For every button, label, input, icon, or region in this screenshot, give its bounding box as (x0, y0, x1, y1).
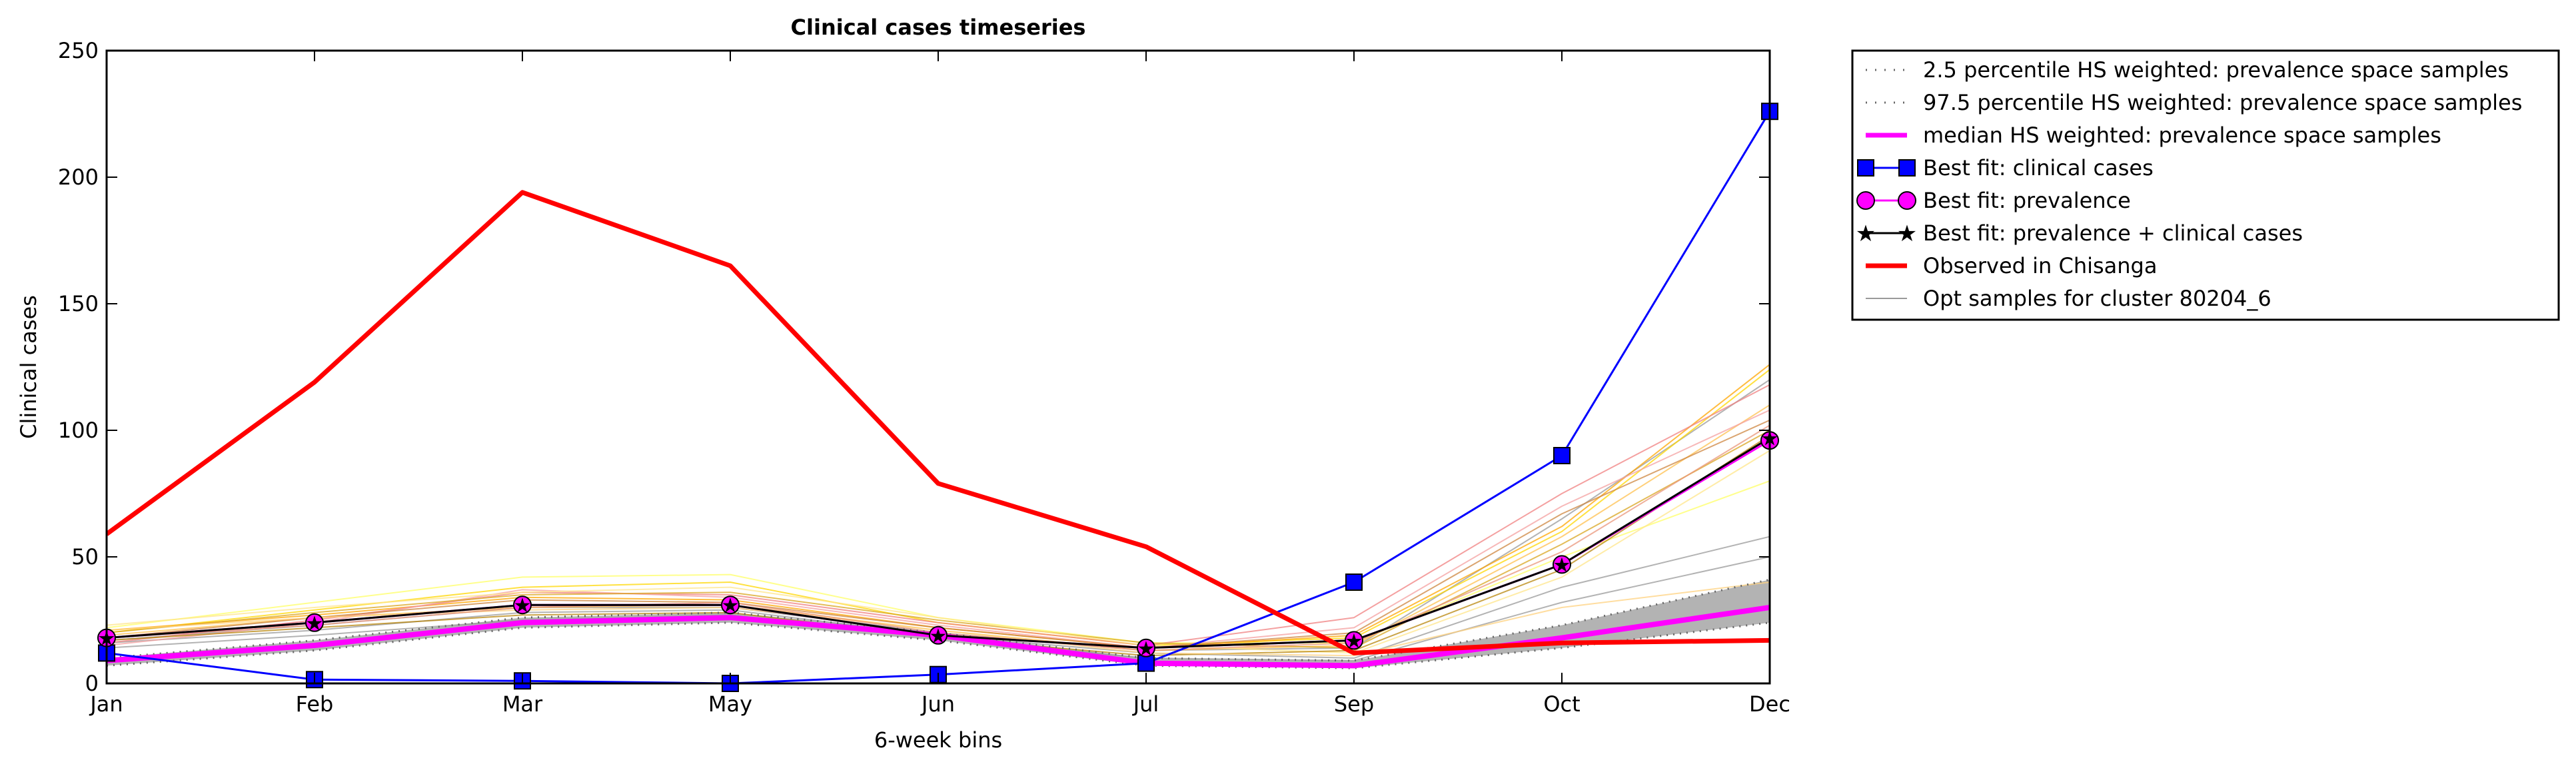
combined-star-marker: ★ (722, 594, 740, 617)
combined-star-marker: ★ (1345, 629, 1363, 653)
observed-line (107, 190, 1770, 655)
y-axis-label: Clinical cases (16, 295, 41, 439)
legend-label: 97.5 percentile HS weighted: prevalence … (1923, 90, 2522, 115)
legend-item-best-fit-combined: ★ ★ Best fit: prevalence + clinical case… (1856, 220, 2303, 247)
legend-item-best-fit-prevalence: Best fit: prevalence (1856, 188, 2131, 213)
y-tick-label: 250 (58, 38, 99, 63)
y-tick-label: 100 (58, 418, 99, 443)
legend-square-marker-icon (1857, 159, 1874, 177)
combined-star-marker: ★ (1553, 554, 1571, 577)
x-tick-label: Sep (1334, 691, 1374, 717)
legend-circle-marker-icon (1898, 191, 1916, 210)
y-tick-label: 50 (71, 544, 99, 570)
clinical-square-marker (1553, 447, 1571, 464)
legend-square-marker-icon (1898, 159, 1916, 177)
legend-label: median HS weighted: prevalence space sam… (1923, 123, 2441, 148)
x-tick-label: Jul (1132, 691, 1159, 717)
legend-label: Best fit: prevalence (1923, 188, 2131, 213)
combined-star-marker: ★ (306, 612, 324, 635)
y-tick-label: 0 (85, 671, 99, 696)
chart-title: Clinical cases timeseries (791, 15, 1086, 40)
prevalence-circle-marker (721, 595, 740, 615)
combined-star-marker: ★ (514, 594, 532, 617)
legend-item-opt-samples: Opt samples for cluster 80204_6 (1866, 286, 2271, 311)
legend-label: Best fit: prevalence + clinical cases (1923, 220, 2303, 246)
combined-star-marker: ★ (1137, 637, 1155, 661)
legend-label: Opt samples for cluster 80204_6 (1923, 286, 2271, 311)
legend-star-marker-icon: ★ (1856, 220, 1876, 247)
x-tick-label: Mar (502, 691, 543, 717)
opt-sample-line (107, 450, 1770, 654)
legend: 2.5 percentile HS weighted: prevalence s… (1851, 49, 2560, 321)
legend-item-median: median HS weighted: prevalence space sam… (1866, 123, 2441, 148)
legend-label: 2.5 percentile HS weighted: prevalence s… (1923, 57, 2509, 83)
y-tick-label: 150 (58, 291, 99, 316)
clinical-square-marker (1345, 574, 1363, 591)
legend-label: Observed in Chisanga (1923, 253, 2157, 278)
opt-sample-line (107, 384, 1770, 646)
x-tick-label: Feb (296, 691, 334, 717)
plot-area: ★★★ ★★★ ★★★ Jan Feb Mar May Jun Jul Sep Oct Dec050… (58, 38, 1790, 717)
legend-item-best-fit-clinical: Best fit: clinical cases (1857, 155, 2154, 181)
prevalence-circle-marker (1345, 631, 1363, 650)
x-tick-label: Dec (1749, 691, 1790, 717)
combined-star-marker: ★ (930, 625, 948, 648)
legend-label: Best fit: clinical cases (1923, 155, 2154, 181)
legend-item-2-5-percentile: 2.5 percentile HS weighted: prevalence s… (1866, 57, 2509, 83)
x-tick-label: Jan (89, 691, 123, 717)
x-tick-label: Jun (920, 691, 955, 717)
legend-star-marker-icon: ★ (1897, 220, 1917, 247)
prevalence-circle-marker (513, 595, 532, 615)
prevalence-circle-marker (1137, 638, 1155, 657)
prevalence-circle-marker (305, 613, 324, 632)
x-tick-label: May (708, 691, 752, 717)
legend-item-97-5-percentile: 97.5 percentile HS weighted: prevalence … (1866, 90, 2522, 115)
y-tick-label: 200 (58, 165, 99, 190)
x-tick-label: Oct (1543, 691, 1580, 717)
legend-frame (1851, 49, 2560, 321)
clinical-square-marker (1137, 654, 1155, 672)
legend-item-observed: Observed in Chisanga (1866, 253, 2157, 278)
prevalence-circle-marker (929, 625, 948, 645)
opt-sample-line (107, 430, 1770, 649)
prevalence-circle-marker (1553, 555, 1571, 574)
x-axis-label: 6-week bins (874, 727, 1002, 753)
legend-circle-marker-icon (1856, 191, 1875, 210)
